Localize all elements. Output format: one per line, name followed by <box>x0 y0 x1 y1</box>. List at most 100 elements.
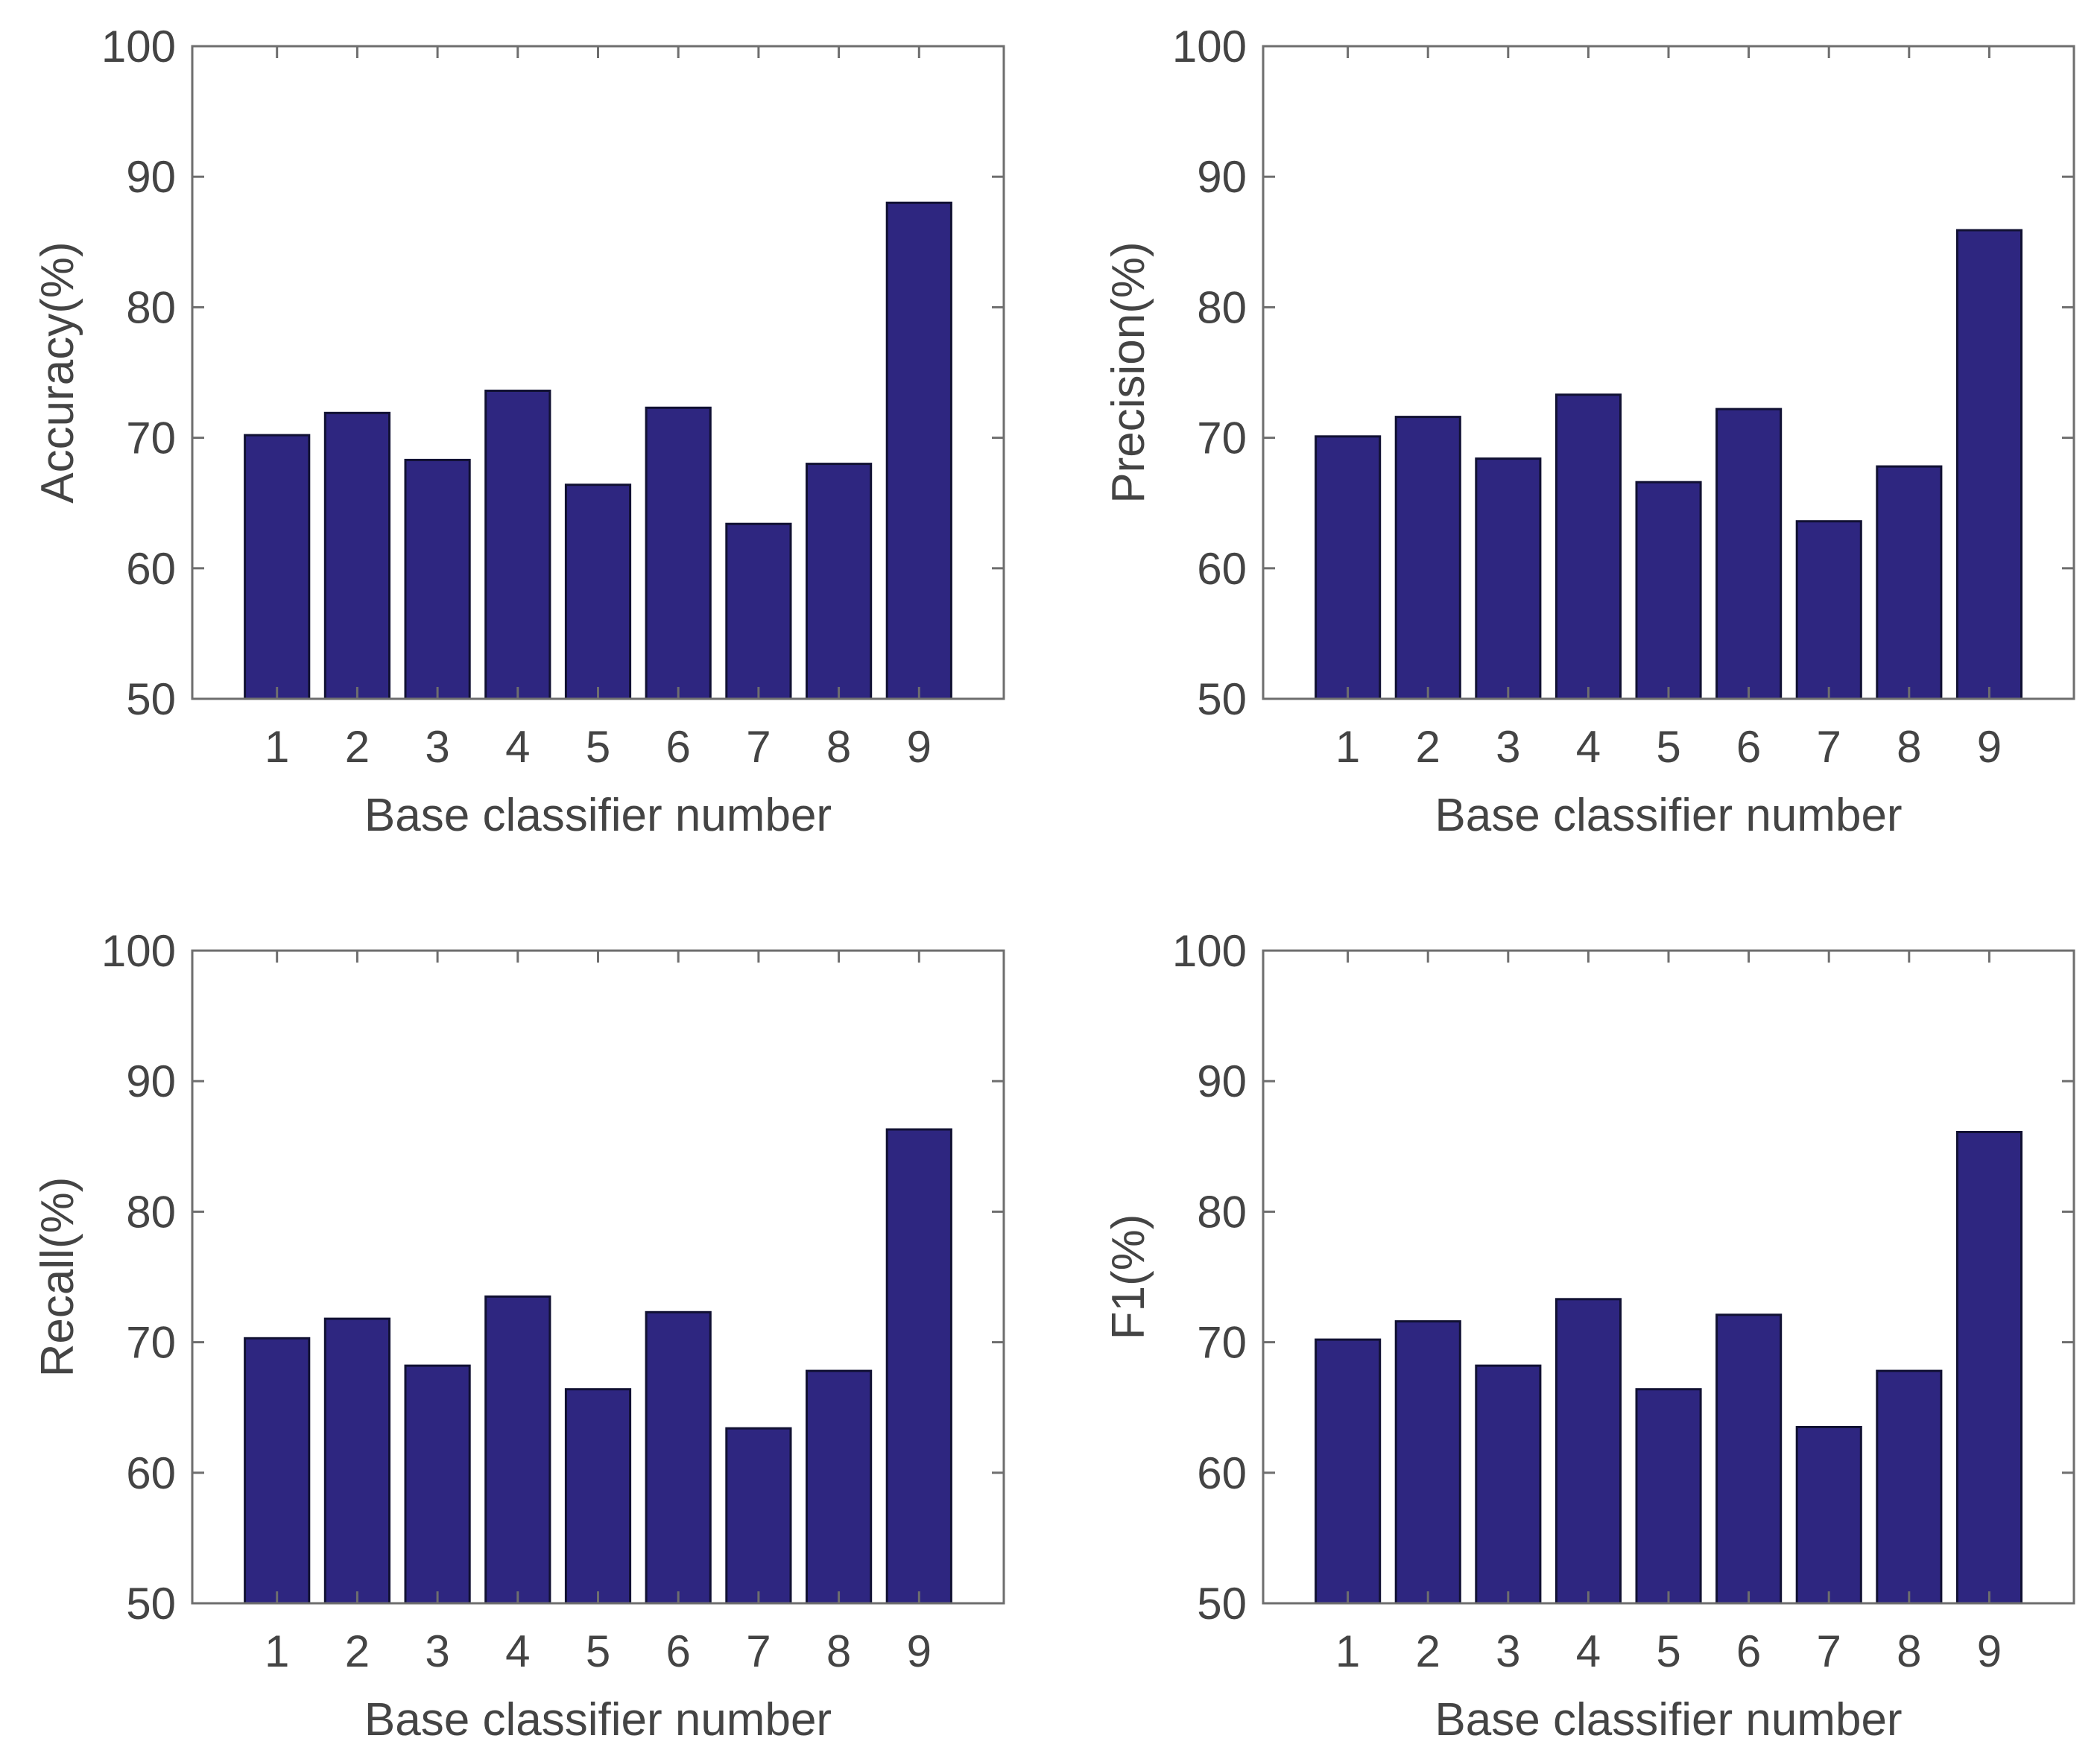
x-tick-label: 5 <box>586 722 610 772</box>
x-tick-label: 9 <box>907 1626 932 1676</box>
y-tick-label: 90 <box>1197 152 1247 202</box>
x-tick-label: 8 <box>826 722 851 772</box>
x-tick-label: 5 <box>586 1626 610 1676</box>
bar-accuracy-4 <box>484 390 551 700</box>
y-axis-label: F1(%) <box>1103 1214 1154 1340</box>
bar-recall-1 <box>244 1337 311 1605</box>
x-tick-label: 8 <box>1897 1626 1921 1676</box>
bar-precision-1 <box>1315 435 1382 700</box>
y-tick-label: 90 <box>1197 1056 1247 1106</box>
y-tick-label: 70 <box>1197 1318 1247 1368</box>
y-tick-label: 50 <box>126 1579 176 1629</box>
x-tick-label: 2 <box>345 1626 370 1676</box>
x-tick-label: 6 <box>666 722 691 772</box>
x-tick-label: 9 <box>907 722 932 772</box>
y-tick-label: 100 <box>1172 22 1247 72</box>
bar-accuracy-6 <box>645 406 712 700</box>
y-axis-label: Recall(%) <box>32 1177 83 1378</box>
bar-accuracy-3 <box>404 458 471 700</box>
y-tick-label: 50 <box>1197 674 1247 724</box>
y-axis-label: Accuracy(%) <box>32 241 83 503</box>
x-tick-label: 1 <box>265 1626 289 1676</box>
x-tick-label: 7 <box>1817 1626 1841 1676</box>
x-tick-label: 1 <box>1335 1626 1360 1676</box>
bar-accuracy-5 <box>564 484 632 700</box>
y-tick-label: 90 <box>126 1056 176 1106</box>
y-tick-label: 60 <box>126 544 176 594</box>
bar-f1-3 <box>1475 1364 1542 1605</box>
y-tick-label: 80 <box>126 282 176 332</box>
x-tick-label: 3 <box>1496 722 1520 772</box>
x-tick-label: 8 <box>1897 722 1921 772</box>
bar-recall-3 <box>404 1364 471 1605</box>
bar-precision-5 <box>1635 481 1702 700</box>
x-tick-label: 2 <box>1416 1626 1440 1676</box>
panel-f1: 50 60 70 80 90 100 1 2 3 4 5 6 7 8 9 Base classifier nu… <box>1103 926 2075 1746</box>
x-tick-label: 2 <box>1416 722 1440 772</box>
panel-accuracy: 50 60 70 80 90 100 1 2 3 4 5 6 7 8 9 Base classifier nu… <box>32 22 1005 841</box>
bar-f1-8 <box>1876 1369 1943 1605</box>
x-tick-label: 1 <box>1335 722 1360 772</box>
x-tick-label: 4 <box>1576 722 1601 772</box>
bar-precision-7 <box>1795 520 1862 700</box>
y-tick-label: 100 <box>1172 926 1247 976</box>
bar-f1-9 <box>1955 1131 2022 1605</box>
x-axis-label: Base classifier number <box>1435 1694 1902 1746</box>
bar-precision-4 <box>1555 393 1622 700</box>
x-tick-label: 4 <box>505 1626 530 1676</box>
x-tick-label: 7 <box>746 1626 771 1676</box>
bar-precision-9 <box>1955 229 2022 700</box>
y-tick-label: 80 <box>1197 1187 1247 1237</box>
y-tick-label: 90 <box>126 152 176 202</box>
x-tick-label: 8 <box>826 1626 851 1676</box>
y-tick-label: 60 <box>1197 1448 1247 1498</box>
bar-recall-4 <box>484 1295 551 1605</box>
x-axis-label: Base classifier number <box>364 790 832 841</box>
x-tick-label: 4 <box>505 722 530 772</box>
x-tick-label: 5 <box>1656 1626 1680 1676</box>
x-tick-label: 7 <box>1817 722 1841 772</box>
bar-accuracy-1 <box>244 434 311 700</box>
bar-accuracy-2 <box>323 411 390 700</box>
y-tick-label: 60 <box>126 1448 176 1498</box>
y-tick-label: 70 <box>126 1318 176 1368</box>
x-axis-label: Base classifier number <box>1435 790 1902 841</box>
bar-f1-1 <box>1315 1338 1382 1605</box>
x-tick-label: 3 <box>1496 1626 1520 1676</box>
bar-recall-6 <box>645 1310 712 1605</box>
bar-f1-5 <box>1635 1388 1702 1605</box>
bar-f1-2 <box>1394 1320 1461 1605</box>
bar-recall-5 <box>564 1388 632 1605</box>
bar-recall-7 <box>725 1427 792 1605</box>
y-tick-label: 50 <box>126 674 176 724</box>
bar-accuracy-8 <box>806 463 873 700</box>
bar-f1-6 <box>1715 1313 1783 1605</box>
y-axis-label: Precision(%) <box>1103 241 1154 503</box>
x-tick-label: 3 <box>425 1626 449 1676</box>
x-axis-label: Base classifier number <box>364 1694 832 1746</box>
y-tick-label: 70 <box>1197 413 1247 463</box>
x-tick-label: 6 <box>1736 1626 1761 1676</box>
y-tick-label: 100 <box>101 926 176 976</box>
x-tick-label: 6 <box>666 1626 691 1676</box>
x-tick-label: 3 <box>425 722 449 772</box>
bar-recall-8 <box>806 1369 873 1605</box>
bar-precision-2 <box>1394 416 1461 700</box>
x-tick-label: 5 <box>1656 722 1680 772</box>
y-tick-label: 80 <box>1197 282 1247 332</box>
bar-f1-7 <box>1795 1426 1862 1605</box>
y-tick-label: 50 <box>1197 1579 1247 1629</box>
y-tick-label: 70 <box>126 413 176 463</box>
bar-accuracy-7 <box>725 522 792 700</box>
panel-precision: 50 60 70 80 90 100 1 2 3 4 5 6 7 8 9 Base classifier nu… <box>1103 22 2075 841</box>
x-tick-label: 7 <box>746 722 771 772</box>
bar-precision-6 <box>1715 408 1783 700</box>
y-tick-label: 60 <box>1197 544 1247 594</box>
y-tick-label: 80 <box>126 1187 176 1237</box>
x-tick-label: 4 <box>1576 1626 1601 1676</box>
x-tick-label: 2 <box>345 722 370 772</box>
y-tick-label: 100 <box>101 22 176 72</box>
bar-precision-3 <box>1475 457 1542 700</box>
bar-accuracy-9 <box>885 201 952 700</box>
